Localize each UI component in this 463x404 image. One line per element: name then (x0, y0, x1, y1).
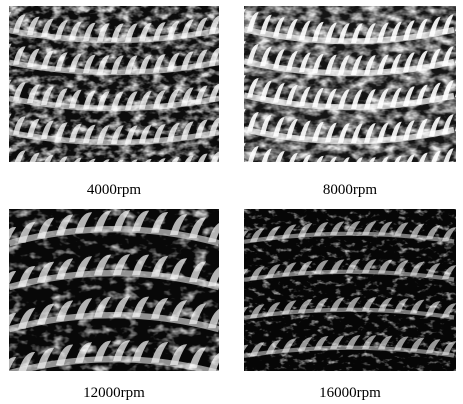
caption-16000rpm: 16000rpm (319, 385, 381, 401)
micrograph-16000rpm-image (244, 209, 456, 371)
caption-12000rpm: 12000rpm (83, 385, 145, 401)
micrograph-12000rpm (9, 209, 219, 371)
micrograph-4000rpm-image (9, 6, 219, 162)
micrograph-4000rpm (9, 6, 219, 162)
micrograph-16000rpm (244, 209, 456, 371)
micrograph-8000rpm-image (244, 6, 456, 162)
caption-8000rpm: 8000rpm (322, 182, 378, 198)
micrograph-12000rpm-image (9, 209, 219, 371)
micrograph-8000rpm (244, 6, 456, 162)
caption-4000rpm: 4000rpm (86, 182, 142, 198)
